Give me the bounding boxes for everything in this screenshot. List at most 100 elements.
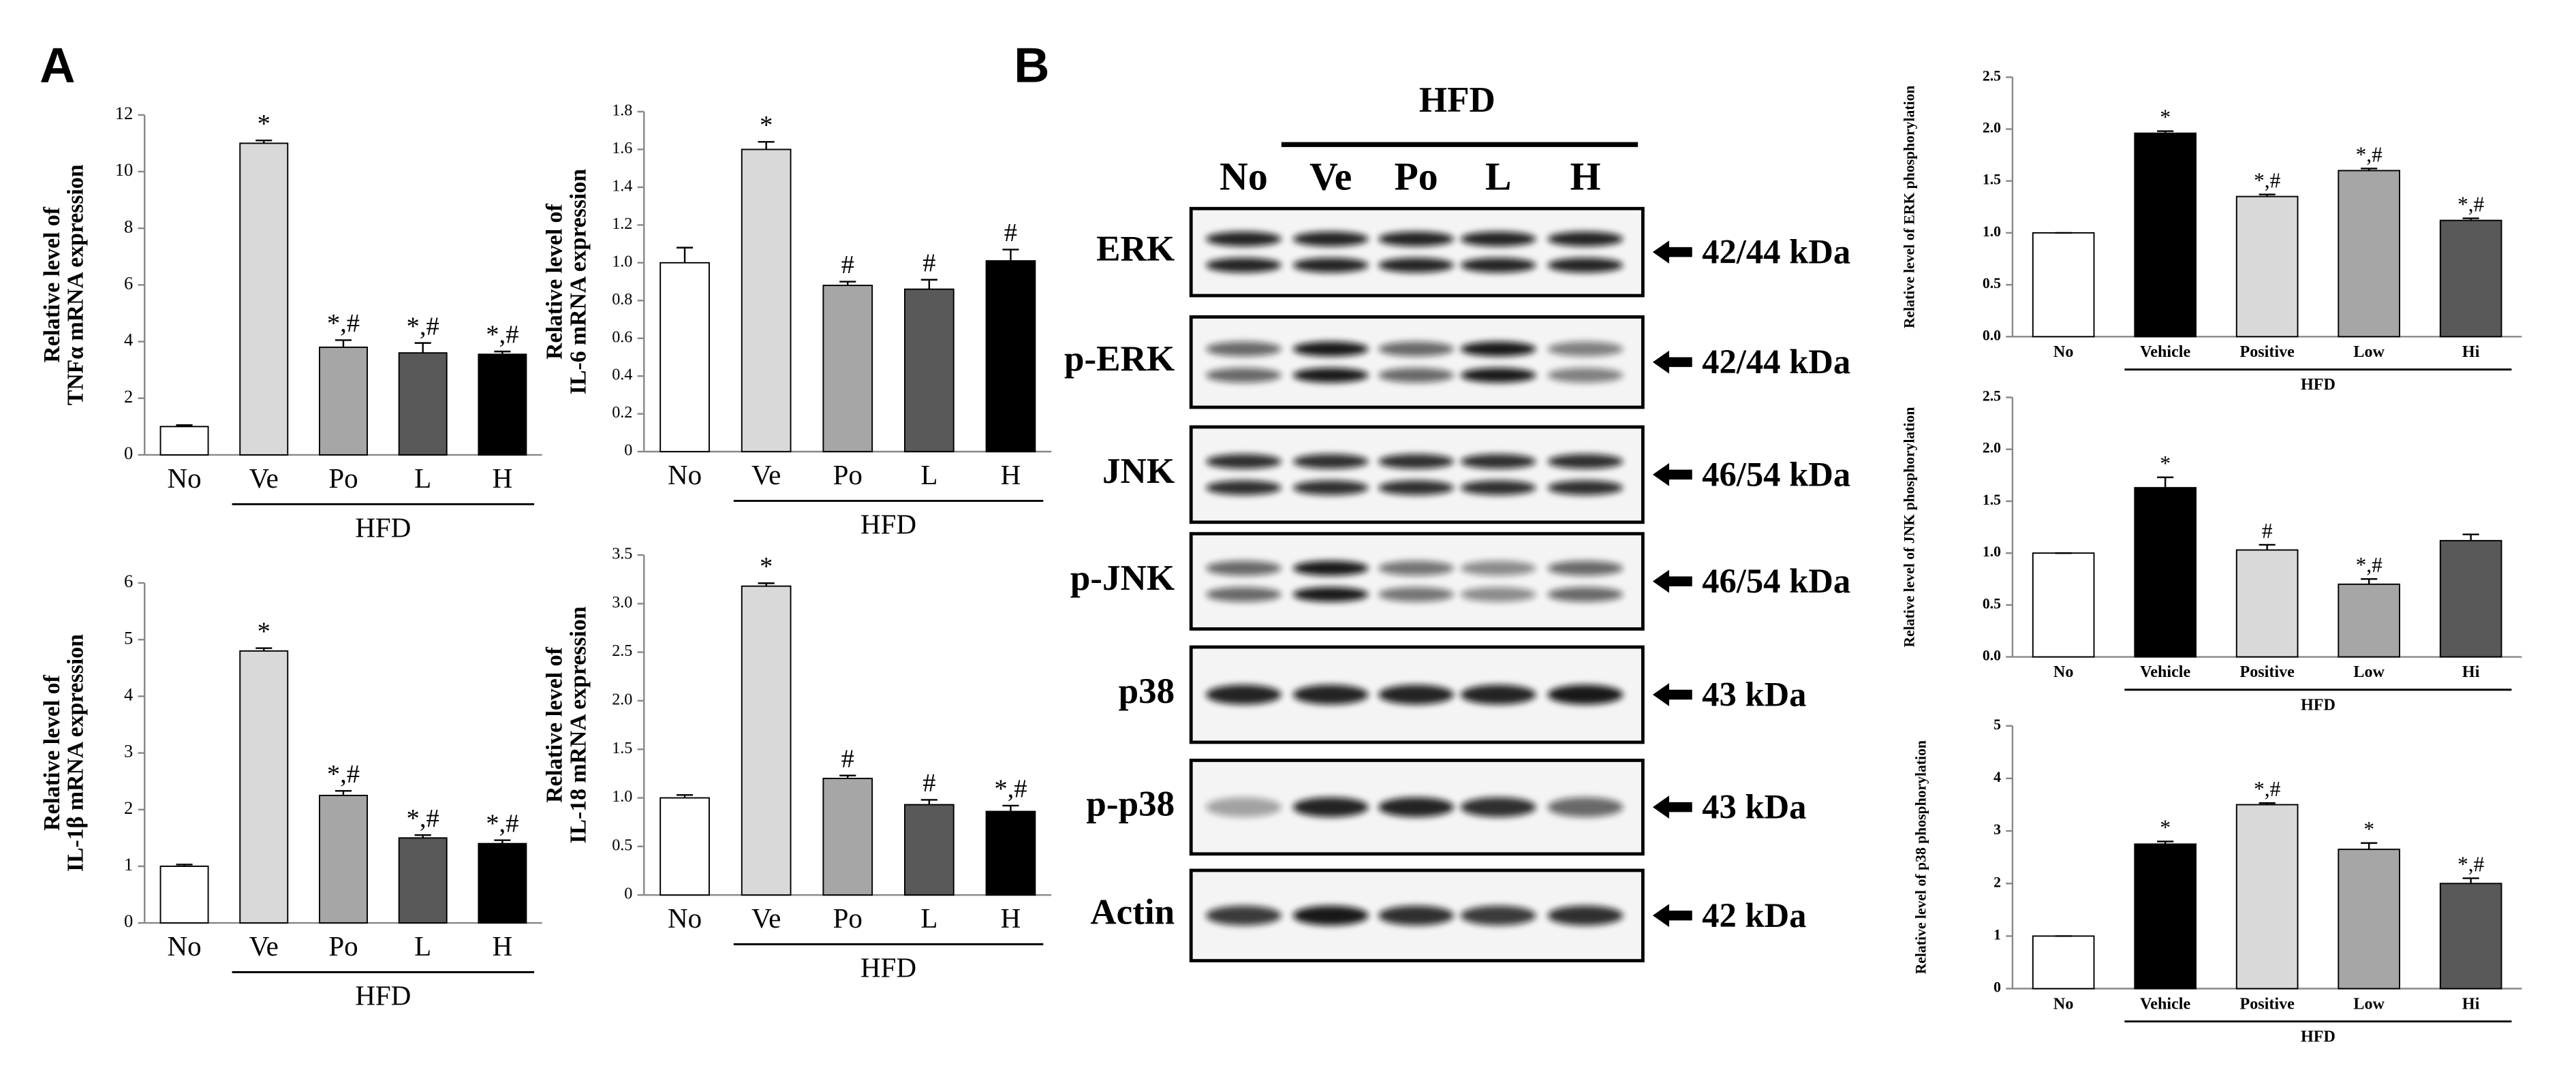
lane-label: H xyxy=(1570,155,1600,199)
y-axis-label: Relative level of xyxy=(542,203,568,359)
blot-frame xyxy=(1189,532,1645,631)
significance-label: * xyxy=(258,110,270,138)
x-tick-label: Positive xyxy=(2239,995,2295,1013)
x-tick-label: No xyxy=(168,462,202,494)
y-tick-label: 2 xyxy=(1993,874,2001,890)
error-bar xyxy=(255,647,273,651)
y-tick-label: 0.6 xyxy=(612,328,632,346)
significance-label: * xyxy=(2160,452,2171,475)
y-tick-label: 1 xyxy=(124,854,133,874)
y-axis-label: IL-18 mRNA expression xyxy=(565,606,591,843)
error-bar xyxy=(839,281,856,286)
significance-label: *,# xyxy=(2457,193,2484,217)
y-tick-label: 1 xyxy=(1993,926,2001,943)
y-tick-label: 0.8 xyxy=(612,291,632,309)
x-tick-label: Ve xyxy=(249,930,279,962)
y-tick-label: 2.5 xyxy=(1983,388,2001,405)
error-bar xyxy=(494,350,511,355)
bar xyxy=(478,353,527,456)
y-tick-label: 1.0 xyxy=(1983,223,2001,240)
bar xyxy=(2134,132,2197,338)
blot-band xyxy=(1460,454,1536,469)
y-axis-label: Relative level of JNK phosphorylation xyxy=(1901,407,1917,648)
blot-band xyxy=(1378,454,1455,469)
blot-band xyxy=(1378,341,1455,357)
blot-band xyxy=(1547,797,1624,817)
significance-label: * xyxy=(2363,817,2374,841)
significance-label: *,# xyxy=(407,312,439,341)
blot-band xyxy=(1460,587,1536,602)
significance-label: # xyxy=(2262,519,2273,543)
y-tick-label: 10 xyxy=(115,159,134,180)
y-axis-label: Relative level of xyxy=(40,675,65,831)
bar xyxy=(398,837,448,924)
bar xyxy=(2439,219,2502,338)
y-tick-label: 0.2 xyxy=(612,404,632,422)
blot-band xyxy=(1460,231,1536,247)
blot-band xyxy=(1292,341,1369,357)
y-tick-label: 12 xyxy=(115,103,134,123)
y-axis-label: TNFα mRNA expression xyxy=(63,164,89,405)
y-tick-label: 2.5 xyxy=(612,642,632,660)
error-bar xyxy=(255,140,273,144)
blot-band xyxy=(1378,368,1455,383)
blot-band xyxy=(1292,797,1369,817)
blot-band xyxy=(1378,684,1455,705)
x-tick-label: Vehicle xyxy=(2140,995,2190,1013)
bar xyxy=(159,866,209,924)
error-bar xyxy=(1002,249,1019,262)
y-tick-label: 2.0 xyxy=(1983,120,2001,136)
size-label: 42/44 kDa xyxy=(1702,233,1850,271)
bar xyxy=(985,810,1036,896)
significance-label: # xyxy=(922,249,935,277)
significance-label: *,# xyxy=(2254,168,2280,192)
bar xyxy=(2439,539,2502,658)
blot-band xyxy=(1292,454,1369,469)
bar xyxy=(2338,849,2400,990)
blot-band xyxy=(1460,905,1536,926)
error-bar xyxy=(2157,130,2174,133)
y-tick-label: 1.5 xyxy=(1983,492,2001,508)
blot-band xyxy=(1292,905,1369,926)
bar xyxy=(904,288,955,453)
row-label: p38 xyxy=(1119,672,1175,711)
blot-band xyxy=(1547,684,1624,705)
x-tick-label: Ve xyxy=(751,459,781,490)
error-bar xyxy=(2462,877,2479,884)
bar xyxy=(741,148,792,453)
row-label: p-p38 xyxy=(1086,784,1175,823)
group-label: HFD xyxy=(1419,80,1495,120)
x-tick-label: H xyxy=(1001,902,1021,934)
y-tick-label: 1.0 xyxy=(612,253,632,270)
group-label: HFD xyxy=(860,951,916,983)
blot-band xyxy=(1460,368,1536,383)
blot-band xyxy=(1205,231,1282,247)
significance-label: *,# xyxy=(486,809,518,838)
bar xyxy=(2134,843,2197,990)
significance-label: *,# xyxy=(407,804,439,833)
bar xyxy=(904,804,955,896)
y-tick-label: 1.2 xyxy=(612,215,632,233)
y-tick-label: 1.0 xyxy=(612,788,632,806)
error-bar xyxy=(176,864,193,866)
bar xyxy=(822,285,873,453)
bar xyxy=(822,778,873,896)
x-tick-label: L xyxy=(414,930,431,962)
x-tick-label: Low xyxy=(2353,343,2385,361)
bar xyxy=(159,426,209,456)
y-tick-label: 2 xyxy=(124,797,133,818)
x-tick-label: Po xyxy=(833,459,863,490)
y-tick-label: 0.4 xyxy=(612,366,632,384)
y-axis-label: Relative level of xyxy=(40,206,65,362)
x-tick-label: Vehicle xyxy=(2140,663,2190,681)
group-label: HFD xyxy=(355,979,411,1011)
y-tick-label: 4 xyxy=(124,330,133,350)
x-tick-label: Hi xyxy=(2462,995,2480,1013)
row-label: ERK xyxy=(1096,229,1175,268)
group-label: HFD xyxy=(860,508,916,539)
error-bar xyxy=(2361,842,2378,850)
blot-band xyxy=(1547,454,1624,469)
row-label: p-JNK xyxy=(1070,558,1175,598)
blot-band xyxy=(1205,797,1282,817)
